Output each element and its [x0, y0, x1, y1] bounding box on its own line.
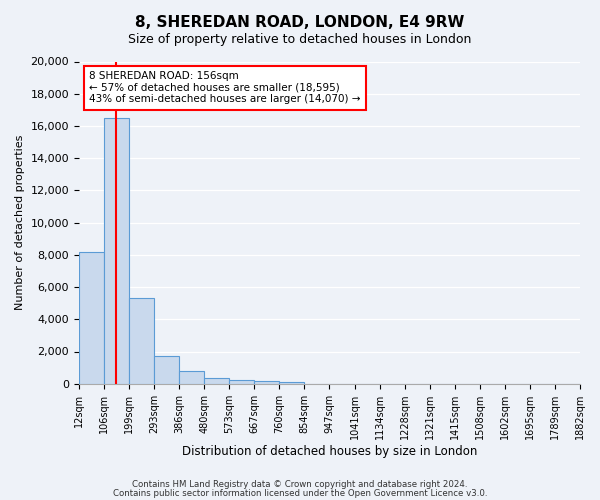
- Text: Contains public sector information licensed under the Open Government Licence v3: Contains public sector information licen…: [113, 488, 487, 498]
- Text: Size of property relative to detached houses in London: Size of property relative to detached ho…: [128, 32, 472, 46]
- Text: 8, SHEREDAN ROAD, LONDON, E4 9RW: 8, SHEREDAN ROAD, LONDON, E4 9RW: [136, 15, 464, 30]
- Bar: [179, 371, 204, 384]
- Y-axis label: Number of detached properties: Number of detached properties: [15, 135, 25, 310]
- X-axis label: Distribution of detached houses by size in London: Distribution of detached houses by size …: [182, 444, 477, 458]
- Bar: [154, 356, 179, 384]
- Bar: [280, 382, 304, 384]
- Bar: [104, 118, 129, 384]
- Bar: [79, 252, 104, 384]
- Bar: [129, 298, 154, 384]
- Text: 8 SHEREDAN ROAD: 156sqm
← 57% of detached houses are smaller (18,595)
43% of sem: 8 SHEREDAN ROAD: 156sqm ← 57% of detache…: [89, 71, 361, 104]
- Bar: [254, 382, 280, 384]
- Text: Contains HM Land Registry data © Crown copyright and database right 2024.: Contains HM Land Registry data © Crown c…: [132, 480, 468, 489]
- Bar: [204, 378, 229, 384]
- Bar: [229, 380, 254, 384]
